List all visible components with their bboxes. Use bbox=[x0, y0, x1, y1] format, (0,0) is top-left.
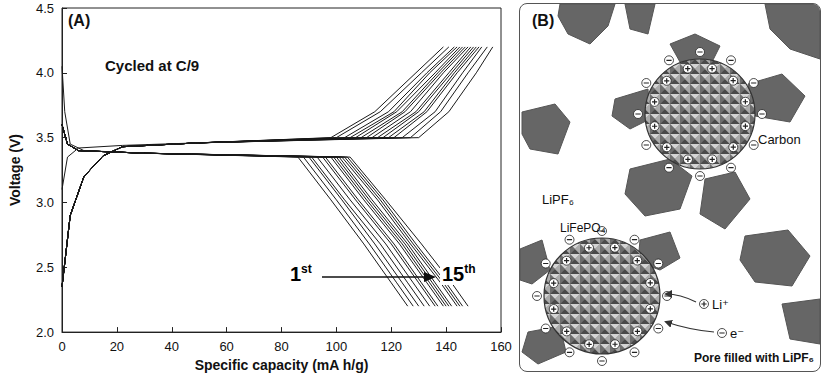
svg-text:4.5: 4.5 bbox=[36, 1, 54, 16]
svg-text:e⁻: e⁻ bbox=[730, 326, 744, 341]
svg-text:80: 80 bbox=[274, 339, 288, 354]
svg-text:0: 0 bbox=[58, 339, 65, 354]
svg-text:Carbon: Carbon bbox=[758, 132, 801, 147]
svg-text:2.0: 2.0 bbox=[36, 325, 54, 340]
svg-text:15: 15 bbox=[442, 263, 464, 285]
svg-text:th: th bbox=[464, 262, 475, 276]
svg-text:40: 40 bbox=[165, 339, 179, 354]
svg-text:140: 140 bbox=[435, 339, 457, 354]
svg-text:1: 1 bbox=[290, 263, 301, 285]
svg-text:(A): (A) bbox=[68, 12, 90, 29]
svg-text:120: 120 bbox=[380, 339, 402, 354]
svg-text:Voltage (V): Voltage (V) bbox=[7, 134, 23, 206]
svg-text:3.0: 3.0 bbox=[36, 195, 54, 210]
svg-text:Specific capacity (mA h/g): Specific capacity (mA h/g) bbox=[195, 357, 369, 373]
svg-text:60: 60 bbox=[219, 339, 233, 354]
svg-text:LiFePO₄: LiFePO₄ bbox=[560, 221, 606, 235]
svg-text:100: 100 bbox=[326, 339, 348, 354]
svg-text:Pore filled with LiPF₆: Pore filled with LiPF₆ bbox=[694, 351, 814, 365]
svg-text:160: 160 bbox=[490, 339, 512, 354]
svg-text:4.0: 4.0 bbox=[36, 65, 54, 80]
svg-text:LiPF₆: LiPF₆ bbox=[542, 192, 574, 207]
svg-text:Cycled at C/9: Cycled at C/9 bbox=[105, 57, 199, 74]
svg-text:2.5: 2.5 bbox=[36, 260, 54, 275]
svg-text:st: st bbox=[301, 262, 312, 276]
svg-text:(B): (B) bbox=[532, 12, 554, 29]
svg-text:Li⁺: Li⁺ bbox=[712, 297, 729, 312]
svg-text:3.5: 3.5 bbox=[36, 130, 54, 145]
svg-text:20: 20 bbox=[110, 339, 124, 354]
